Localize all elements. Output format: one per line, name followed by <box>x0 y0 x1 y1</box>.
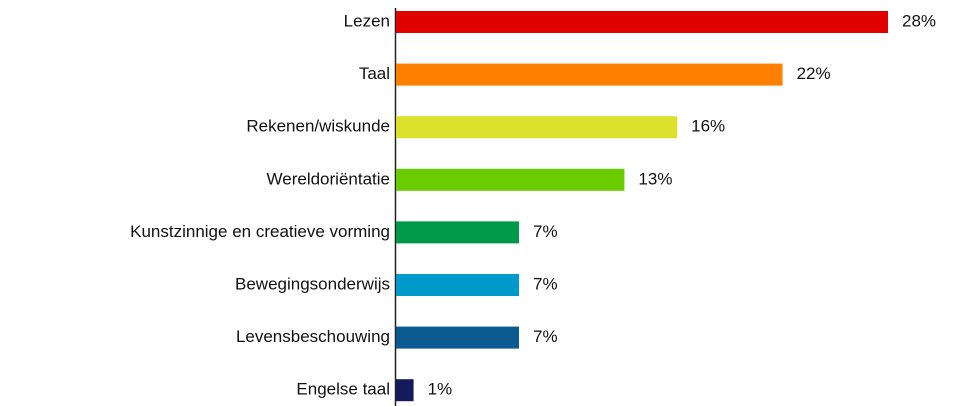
value-label: 28% <box>902 11 936 30</box>
category-label: Wereldoriëntatie <box>267 169 390 188</box>
value-label: 22% <box>797 64 831 83</box>
category-label: Taal <box>359 64 390 83</box>
bar <box>396 63 783 86</box>
category-label: Rekenen/wiskunde <box>246 117 390 136</box>
bar <box>396 168 625 191</box>
value-label: 7% <box>533 222 558 241</box>
bar <box>396 11 888 33</box>
category-label: Levensbeschouwing <box>236 327 390 346</box>
bar <box>396 274 519 296</box>
value-label: 13% <box>638 169 672 188</box>
category-label: Bewegingsonderwijs <box>235 274 390 293</box>
value-label: 1% <box>428 380 453 399</box>
value-label: 7% <box>533 327 558 346</box>
bar <box>396 221 519 244</box>
value-label: 7% <box>533 274 558 293</box>
category-label: Lezen <box>344 11 390 30</box>
bar <box>396 116 678 139</box>
bar <box>396 326 519 349</box>
value-label: 16% <box>691 117 725 136</box>
category-label: Engelse taal <box>296 380 390 399</box>
category-label: Kunstzinnige en creatieve vorming <box>130 222 390 241</box>
bar <box>396 379 414 402</box>
